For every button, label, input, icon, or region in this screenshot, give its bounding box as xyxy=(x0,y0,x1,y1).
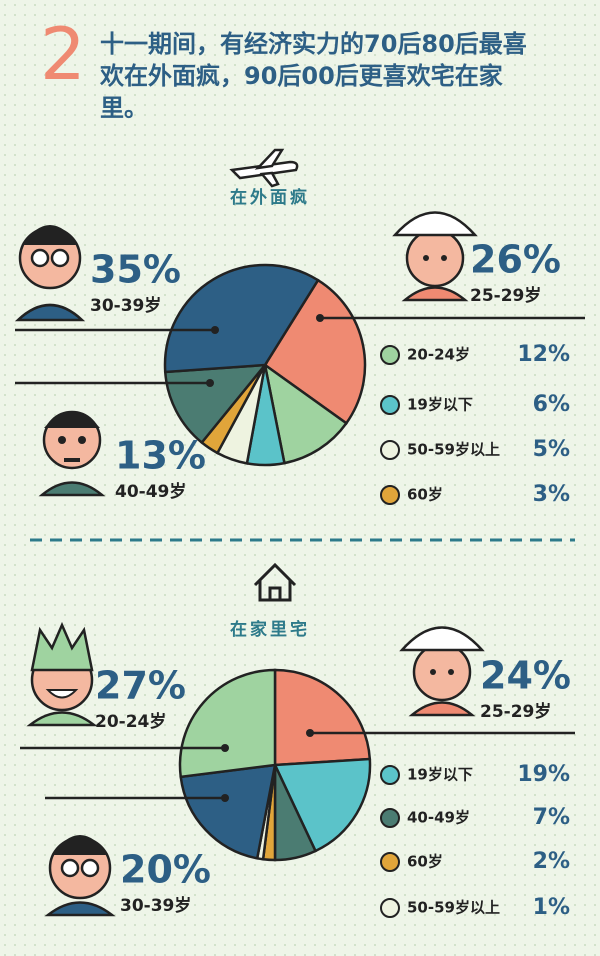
value-label: 1% xyxy=(533,895,570,920)
category-label: 25-29岁 xyxy=(480,701,551,722)
legend-label: 50-59岁以上 xyxy=(407,899,500,917)
value-label: 5% xyxy=(533,437,570,462)
legend-swatch xyxy=(380,345,400,365)
pie-slice xyxy=(263,278,367,425)
pie-slice xyxy=(263,362,349,465)
value-label: 24% xyxy=(480,654,571,698)
legend-label: 60岁 xyxy=(407,486,443,504)
plane-icon xyxy=(229,148,299,188)
face-icons xyxy=(14,211,485,917)
value-label: 2% xyxy=(533,849,570,874)
pie-slice xyxy=(163,263,320,374)
pie-slice xyxy=(163,363,268,445)
house-icon xyxy=(253,562,297,602)
headline: 十一期间，有经济实力的70后80后最喜欢在外面疯，90后00后更喜欢宅在家里。 xyxy=(100,30,527,122)
pie-title: 在家里宅 xyxy=(230,619,310,640)
pie-title: 在外面疯 xyxy=(230,187,310,208)
leader-dot xyxy=(221,744,229,752)
legend-label: 19岁以下 xyxy=(407,766,473,784)
leader-dot xyxy=(316,314,324,322)
value-label: 13% xyxy=(115,434,206,478)
leader-dot xyxy=(306,729,314,737)
category-label: 30-39岁 xyxy=(120,895,191,916)
legend-label: 50-59岁以上 xyxy=(407,441,500,459)
leader-dot xyxy=(206,379,214,387)
category-label: 40-49岁 xyxy=(115,481,186,502)
legend-label: 40-49岁 xyxy=(407,809,470,827)
legend-swatch xyxy=(380,765,400,785)
legend-swatch xyxy=(380,395,400,415)
pie-slice xyxy=(179,763,277,860)
legend-swatch xyxy=(380,898,400,918)
value-label: 20% xyxy=(120,848,211,892)
legend-swatch xyxy=(380,440,400,460)
pie-slice xyxy=(178,668,277,779)
category-label: 20-24岁 xyxy=(95,711,166,732)
legend-swatch xyxy=(380,808,400,828)
category-label: 30-39岁 xyxy=(90,295,161,316)
value-label: 19% xyxy=(517,762,570,787)
pie-slice xyxy=(273,668,372,767)
legend-swatch xyxy=(380,485,400,505)
section-number: 2 xyxy=(40,12,86,96)
value-label: 6% xyxy=(533,392,570,417)
legend-label: 60岁 xyxy=(407,853,443,871)
value-label: 26% xyxy=(470,238,561,282)
leader-dot xyxy=(211,326,219,334)
legend-label: 19岁以下 xyxy=(407,396,473,414)
value-label: 12% xyxy=(517,342,570,367)
category-label: 25-29岁 xyxy=(470,285,541,306)
pie-slice xyxy=(273,757,372,853)
value-label: 7% xyxy=(533,805,570,830)
value-label: 27% xyxy=(95,664,186,708)
legend-label: 20-24岁 xyxy=(407,346,470,364)
leader-dot xyxy=(221,794,229,802)
value-label: 3% xyxy=(533,482,570,507)
value-label: 35% xyxy=(90,248,181,292)
legend-swatch xyxy=(380,852,400,872)
